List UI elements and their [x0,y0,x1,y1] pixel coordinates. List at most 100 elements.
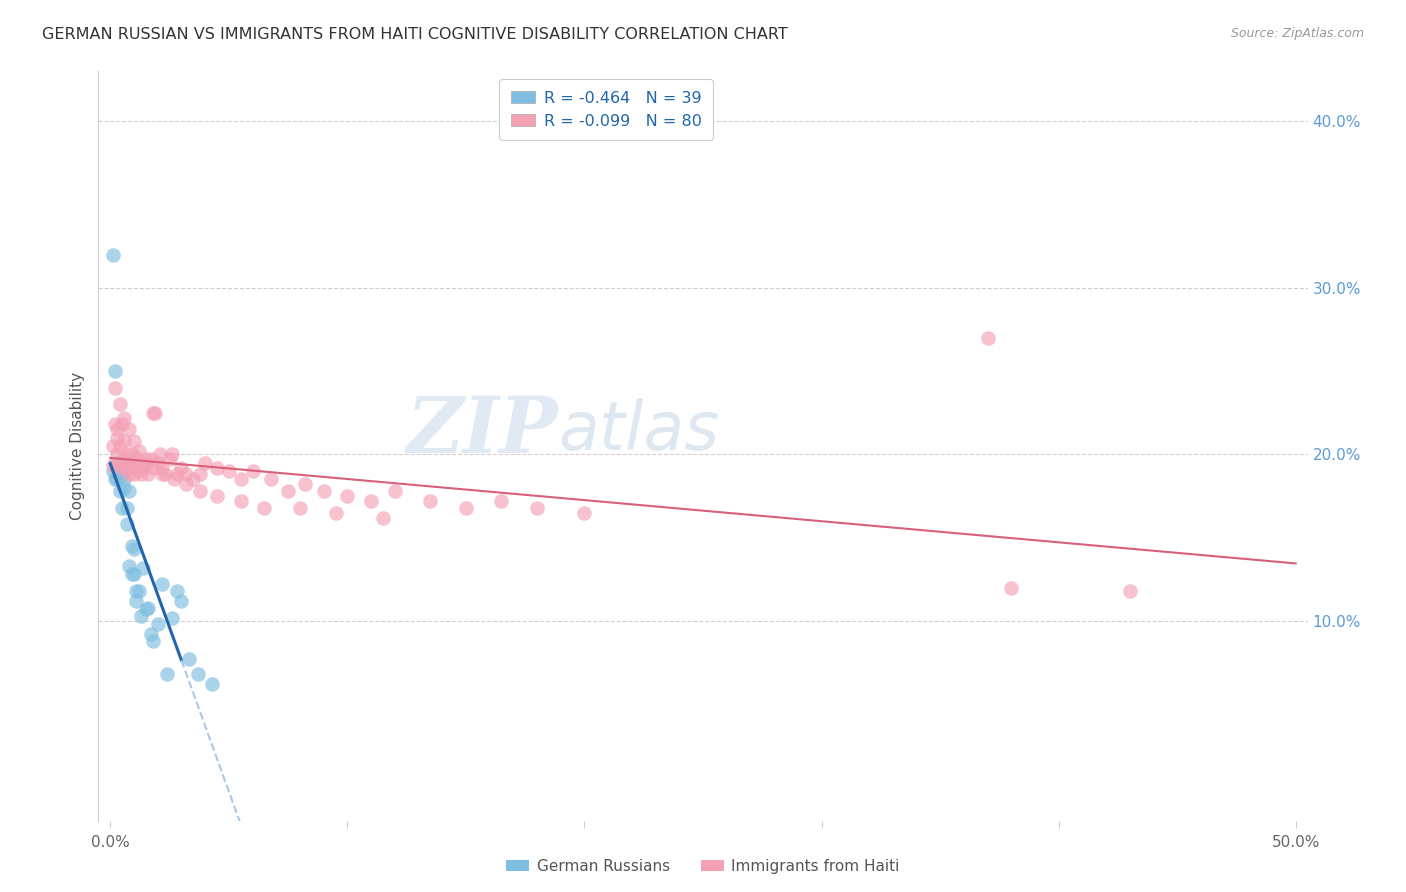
Point [153,467,176,482]
Point [104,417,127,432]
Point [205,460,228,475]
Point [125,450,148,465]
Point [159,452,181,467]
Point [218,464,240,478]
Point [454,500,477,515]
Point [277,483,299,498]
Point [118,467,141,482]
Point [142,633,165,648]
Point [142,406,165,420]
Point [325,506,347,520]
Point [574,506,596,520]
Point [128,583,150,598]
Point [526,500,548,515]
Point [149,447,172,461]
Point [115,447,138,461]
Point [104,472,127,486]
Point [129,608,152,623]
Point [152,577,174,591]
Point [118,483,141,498]
Point [104,456,127,470]
Point [205,489,228,503]
Point [419,494,441,508]
Point [135,602,157,616]
Point [122,434,145,448]
Point [128,444,150,458]
Point [976,331,998,345]
Point [336,489,359,503]
Point [104,364,127,378]
Point [122,456,145,470]
Point [105,422,128,436]
Point [118,456,141,470]
Point [371,510,394,524]
Point [1000,581,1022,595]
Point [114,410,136,425]
Point [122,567,145,582]
Point [160,447,183,461]
Point [101,247,124,261]
Point [111,500,134,515]
Point [166,583,188,598]
Point [170,594,193,608]
Point [104,381,127,395]
Point [105,472,128,486]
Point [294,477,316,491]
Text: atlas: atlas [558,398,718,464]
Point [101,458,124,473]
Point [121,567,143,582]
Point [156,667,179,681]
Point [142,460,165,475]
Point [111,467,134,482]
Point [139,452,162,467]
Point [360,494,382,508]
Point [115,500,138,515]
Point [190,483,212,498]
Point [160,610,183,624]
Y-axis label: Cognitive Disability: Cognitive Disability [69,372,84,520]
Point [108,483,131,498]
Point [288,500,311,515]
Point [129,458,152,473]
Point [242,464,264,478]
Point [129,467,152,482]
Point [114,434,136,448]
Point [163,472,186,486]
Point [201,677,224,691]
Point [181,472,204,486]
Point [101,439,124,453]
Point [177,652,200,666]
Point [139,627,162,641]
Point [132,460,155,475]
Point [136,600,159,615]
Point [111,417,134,432]
Point [229,472,252,486]
Point [114,450,136,465]
Point [146,617,169,632]
Point [121,460,143,475]
Point [122,542,145,557]
Point [114,472,136,486]
Point [135,456,157,470]
Point [229,494,252,508]
Text: GERMAN RUSSIAN VS IMMIGRANTS FROM HAITI COGNITIVE DISABILITY CORRELATION CHART: GERMAN RUSSIAN VS IMMIGRANTS FROM HAITI … [42,27,787,42]
Point [166,467,188,482]
Point [136,467,159,482]
Point [152,467,174,482]
Point [260,472,283,486]
Point [384,483,406,498]
Point [118,558,141,573]
Point [128,456,150,470]
Point [108,439,131,453]
Legend: R = -0.464   N = 39, R = -0.099   N = 80: R = -0.464 N = 39, R = -0.099 N = 80 [499,79,713,140]
Point [105,431,128,445]
Point [111,460,134,475]
Point [111,456,134,470]
Point [1119,583,1142,598]
Point [491,494,513,508]
Text: ZIP: ZIP [406,392,558,469]
Legend: German Russians, Immigrants from Haiti: German Russians, Immigrants from Haiti [501,853,905,880]
Point [190,467,212,482]
Point [170,460,193,475]
Point [312,483,335,498]
